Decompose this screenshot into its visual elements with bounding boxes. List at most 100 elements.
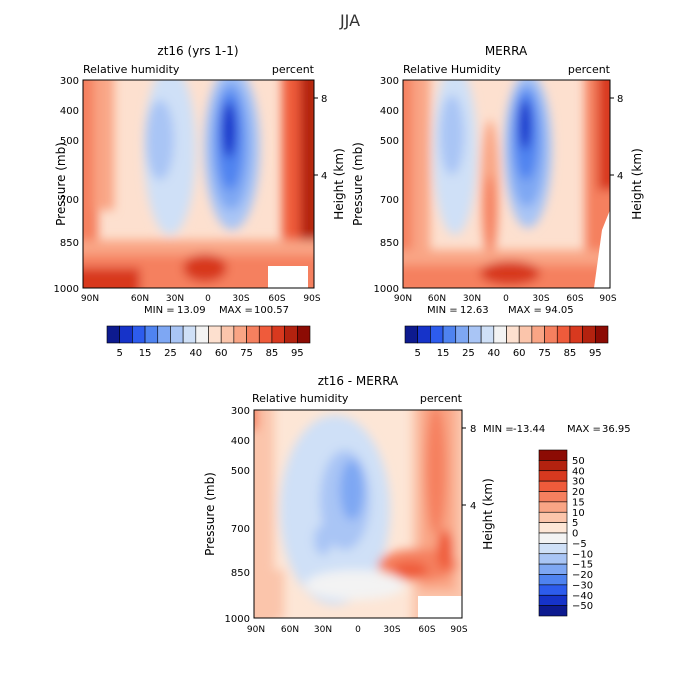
y2-tick-label: 4 (617, 171, 623, 182)
y-tick-label: 300 (380, 76, 399, 87)
contour-field (254, 410, 462, 618)
min-label: MIN = (483, 424, 514, 435)
colorbar-swatch (170, 325, 184, 344)
colorbar-level: 15 (139, 348, 152, 359)
y2-tick-label: 8 (470, 424, 476, 435)
units-label: percent (420, 392, 463, 405)
colorbar-swatch (106, 325, 120, 344)
x-tick-label: 30S (532, 294, 549, 304)
colorbar-level: 10 (572, 508, 585, 519)
colorbar-swatch (538, 553, 568, 565)
colorbar-level: 30 (572, 477, 585, 488)
colorbar-level: 40 (189, 348, 202, 359)
panel-title: zt16 - MERRA (318, 374, 399, 388)
plot-frame (82, 79, 315, 289)
colorbar-swatch (208, 325, 222, 344)
y2-axis-ticks: 8 4 (314, 94, 327, 182)
colorbar-swatch (233, 325, 247, 344)
y-axis-ticks: 300 400 500 700 850 1000 (225, 406, 250, 625)
y2-axis-ticks: 8 4 (462, 424, 476, 512)
colorbar-swatch (544, 325, 558, 344)
colorbar-level: 75 (538, 348, 551, 359)
y-axis-ticks: 300 400 500 700 850 1000 (54, 76, 79, 295)
colorbar-level: −40 (572, 591, 593, 602)
x-tick-label: 30S (383, 625, 400, 635)
colorbar-swatch (404, 325, 418, 344)
y-tick-label: 400 (60, 106, 79, 117)
x-tick-label: 60N (131, 294, 149, 304)
y-tick-label: 500 (231, 466, 250, 477)
colorbar-swatch (157, 325, 171, 344)
colorbar-level: 75 (240, 348, 253, 359)
max-label: MAX = (219, 305, 253, 316)
colorbar-level: 25 (462, 348, 475, 359)
x-tick-label: 90N (81, 294, 99, 304)
x-tick-label: 90N (247, 625, 265, 635)
max-value: 94.05 (545, 305, 574, 316)
colorbar-level: 5 (415, 348, 421, 359)
panel-zt16: zt16 (yrs 1-1) Relative humidity percent (54, 44, 346, 359)
colorbar-swatch (506, 325, 520, 344)
colorbar-level: −5 (572, 539, 587, 550)
x-tick-label: 60N (428, 294, 446, 304)
max-value: 36.95 (602, 424, 631, 435)
x-tick-label: 60S (268, 294, 285, 304)
y-tick-label: 1000 (225, 614, 250, 625)
colorbar-swatch (220, 325, 235, 344)
y-axis-label: Pressure (mb) (351, 142, 365, 226)
y-tick-label: 400 (231, 436, 250, 447)
y-tick-label: 500 (380, 136, 399, 147)
colorbar-level: 95 (589, 348, 602, 359)
x-tick-label: 90S (599, 294, 616, 304)
variable-label: Relative humidity (252, 392, 349, 405)
panel-title: zt16 (yrs 1-1) (157, 44, 238, 58)
stats-line: MIN = 12.63 MAX = 94.05 (427, 305, 574, 316)
max-label: MAX = (508, 305, 542, 316)
y-tick-label: 400 (380, 106, 399, 117)
y-tick-label: 700 (231, 524, 250, 535)
x-tick-label: 30N (463, 294, 481, 304)
colorbar-level: −30 (572, 580, 593, 591)
colorbar-swatch (538, 543, 568, 555)
colorbar-level: 5 (572, 518, 578, 529)
y2-tick-label: 4 (470, 501, 476, 512)
colorbar-swatch (556, 325, 571, 344)
colorbar-level: 15 (437, 348, 450, 359)
colorbar-level: 15 (572, 497, 585, 508)
colorbar-level: 50 (572, 456, 585, 467)
plot-frame (402, 79, 611, 289)
colorbar-swatch (538, 532, 568, 544)
y-axis-ticks: 300 400 500 700 850 1000 (374, 76, 399, 295)
colorbar-swatch (538, 460, 568, 472)
colorbar-swatch (493, 325, 507, 344)
x-tick-label: 30N (166, 294, 184, 304)
colorbar-swatch (182, 325, 197, 344)
y2-axis-label: Height (km) (630, 148, 644, 219)
colorbar-swatch (271, 325, 285, 344)
contour-field (83, 80, 314, 288)
colorbar-swatch (538, 470, 568, 482)
y2-axis-ticks: 8 4 (610, 94, 623, 182)
colorbar-swatch (569, 325, 583, 344)
plot-frame (253, 409, 463, 619)
min-label: MIN = (427, 305, 458, 316)
x-tick-label: 30N (314, 625, 332, 635)
colorbar-swatch (297, 325, 311, 344)
x-tick-label: 30S (232, 294, 249, 304)
colorbar-level: 95 (291, 348, 304, 359)
colorbar-swatch (480, 325, 495, 344)
colorbar-swatch (538, 491, 568, 503)
y-axis-label: Pressure (mb) (54, 142, 68, 226)
x-tick-label: 60S (566, 294, 583, 304)
colorbar-swatch (518, 325, 533, 344)
colorbar-swatch (538, 511, 568, 523)
colorbar-swatch (442, 325, 457, 344)
colorbar-swatch (468, 325, 482, 344)
x-tick-label: 0 (355, 625, 361, 635)
x-tick-label: 60N (281, 625, 299, 635)
x-tick-label: 60S (418, 625, 435, 635)
colorbar-level: 85 (266, 348, 279, 359)
y2-axis-label: Height (km) (481, 478, 495, 549)
x-tick-label: 90N (394, 294, 412, 304)
